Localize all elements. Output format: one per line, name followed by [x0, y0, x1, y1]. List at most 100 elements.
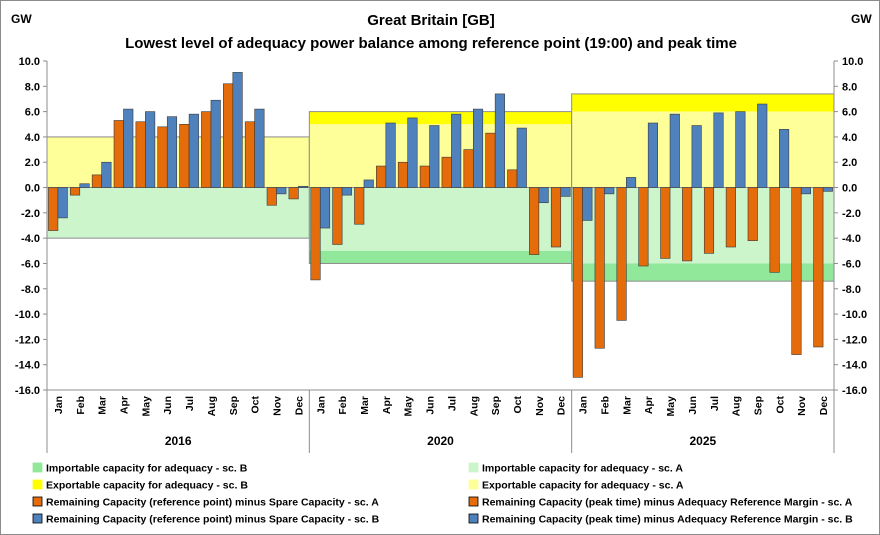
legend-label: Remaining Capacity (reference point) min…	[46, 497, 379, 509]
bar-sc-a	[638, 187, 649, 267]
y-tick-label-left: -12.0	[15, 334, 40, 346]
legend-label: Remaining Capacity (reference point) min…	[46, 514, 380, 526]
bar-sc-b	[166, 116, 178, 188]
month-label: Oct	[774, 396, 786, 414]
bar-sc-b	[779, 129, 790, 188]
month-label: Sep	[490, 396, 502, 415]
bar-sc-a	[769, 187, 780, 273]
legend-swatch	[32, 462, 43, 473]
export-band-a-2025	[571, 111, 834, 188]
y-tick-label-right: -12.0	[842, 334, 867, 346]
bar-sc-b	[232, 72, 243, 188]
bar-sc-b	[385, 122, 396, 188]
month-label: Jan	[53, 396, 65, 414]
y-tick-label-right: -6.0	[842, 258, 861, 270]
legend-label: Exportable capacity for adequacy - sc. B	[46, 480, 248, 492]
month-label: Sep	[228, 396, 240, 415]
legend-label: Exportable capacity for adequacy - sc. A	[482, 480, 684, 492]
bar-sc-b	[298, 185, 309, 188]
year-label: 2025	[689, 434, 716, 448]
bar-sc-b	[319, 187, 331, 229]
legend-swatch	[468, 462, 479, 473]
y-tick-label-right: 8.0	[842, 81, 857, 93]
export-band-a-2016	[47, 136, 310, 188]
bar-sc-a	[572, 187, 583, 378]
bar-sc-a	[485, 132, 496, 188]
legend: Importable capacity for adequacy - sc. B…	[32, 462, 853, 526]
month-label: May	[403, 396, 415, 417]
bar-sc-b	[560, 187, 571, 197]
bar-sc-b	[407, 117, 418, 188]
bar-sc-a	[48, 187, 59, 231]
bar-sc-b	[735, 111, 746, 188]
month-label: Oct	[512, 396, 524, 414]
chart-title: Great Britain [GB]	[367, 12, 495, 29]
month-label: Mar	[359, 396, 371, 415]
bar-sc-a	[266, 187, 277, 206]
month-label: Aug	[468, 396, 480, 416]
bar-sc-a	[397, 161, 409, 188]
bar-sc-b	[538, 187, 549, 204]
import-band-b-2020	[309, 250, 572, 264]
legend-swatch	[32, 513, 43, 524]
month-label: Apr	[643, 396, 655, 414]
month-label: Feb	[599, 396, 611, 415]
month-label: May	[665, 396, 677, 417]
legend-label: Remaining Capacity (peak time) minus Ade…	[482, 497, 853, 509]
bar-sc-a	[419, 165, 430, 188]
month-label: Feb	[75, 396, 87, 415]
bar-sc-b	[516, 127, 527, 188]
bar-sc-a	[201, 111, 212, 188]
bar-sc-a	[813, 187, 824, 348]
y-tick-label-left: -2.0	[21, 208, 40, 220]
bar-sc-a	[725, 187, 736, 248]
month-label: Jun	[687, 396, 699, 415]
legend-swatch	[32, 496, 43, 507]
import-band-a-2020	[309, 187, 572, 251]
y-tick-label-left: -4.0	[21, 233, 40, 245]
bar-sc-b	[188, 113, 199, 188]
month-label: Dec	[818, 396, 830, 415]
bar-sc-a	[682, 187, 693, 262]
month-label: Aug	[731, 396, 743, 416]
bar-sc-b	[451, 113, 462, 188]
y-tick-label-right: -10.0	[842, 309, 867, 321]
y-tick-label-right: 0.0	[842, 183, 857, 195]
month-label: Apr	[381, 396, 393, 414]
axes: 10.0 10.0 8.0 8.0 6.0 6.0 4.0 4.0 2.0 2.0 0.0 0.0 -2…	[15, 56, 867, 397]
month-label: Jul	[184, 396, 196, 411]
month-label: Oct	[250, 396, 262, 414]
month-label: Jul	[446, 396, 458, 411]
y-axis-unit-right: GW	[851, 12, 872, 26]
bar-sc-b	[604, 187, 615, 195]
y-tick-label-left: 10.0	[19, 56, 40, 68]
export-band-b-2025	[571, 93, 834, 112]
month-label: Jul	[709, 396, 721, 411]
month-label: Feb	[337, 396, 349, 415]
chart-subtitle: Lowest level of adequacy power balance a…	[125, 35, 737, 52]
month-label: Jun	[425, 396, 437, 415]
bar-sc-b	[582, 187, 593, 221]
bar-sc-a	[288, 187, 299, 200]
import-band-b-2025	[571, 263, 834, 282]
bar-sc-b	[669, 113, 680, 188]
bar-sc-b	[57, 187, 68, 219]
bar-sc-b	[691, 125, 702, 188]
y-tick-label-left: -10.0	[15, 309, 40, 321]
bar-sc-b	[254, 108, 265, 188]
y-tick-label-left: -16.0	[15, 385, 40, 397]
bar-sc-b	[822, 187, 833, 192]
import-band-a-2016	[47, 187, 310, 239]
month-label: Mar	[621, 396, 633, 415]
y-tick-label-left: -14.0	[15, 360, 40, 372]
y-tick-label-right: -8.0	[842, 284, 861, 296]
month-label: Aug	[206, 396, 218, 416]
bar-sc-b	[472, 108, 484, 188]
y-tick-label-left: 6.0	[25, 107, 40, 119]
legend-swatch	[468, 513, 479, 524]
bar-sc-a	[310, 187, 321, 281]
legend-label: Importable capacity for adequacy - sc. A	[482, 463, 683, 475]
bar-sc-b	[363, 179, 374, 188]
